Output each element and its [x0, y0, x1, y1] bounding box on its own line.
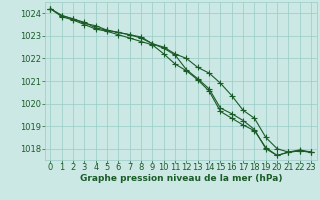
X-axis label: Graphe pression niveau de la mer (hPa): Graphe pression niveau de la mer (hPa) [80, 174, 282, 183]
